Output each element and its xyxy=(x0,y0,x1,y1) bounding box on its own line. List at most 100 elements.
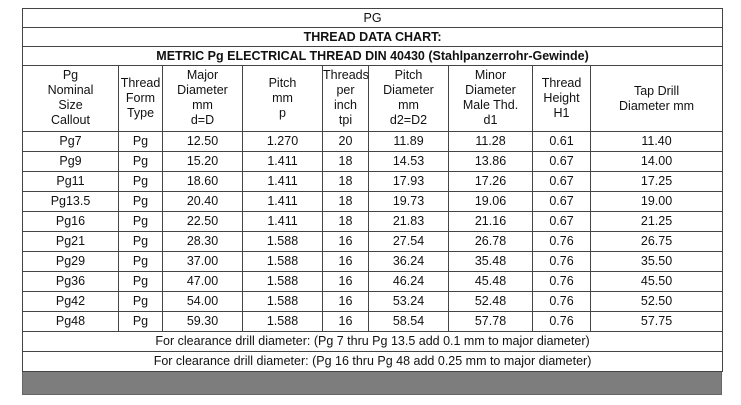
column-header-line: Diameter xyxy=(465,83,516,97)
column-header-line: Major xyxy=(186,68,219,82)
column-header-line: d=D xyxy=(190,113,215,127)
table-cell: Pg42 xyxy=(22,291,119,312)
chart-title: THREAD DATA CHART: xyxy=(21,27,724,47)
column-header: Pitch Diameter mm d2=D2 xyxy=(368,65,449,132)
column-header-line: per xyxy=(336,83,355,97)
table-cell: 13.86 xyxy=(448,151,533,172)
table-cell: 57.78 xyxy=(448,311,533,332)
table-cell: 0.76 xyxy=(532,231,591,252)
table-cell: 20.40 xyxy=(162,191,243,212)
table-row: Pg7 Pg 12.50 1.270 20 11.89 11.28 0.61 11.40 xyxy=(22,131,724,152)
table-cell: 1.588 xyxy=(242,311,323,332)
column-header: Threads per inch tpi xyxy=(322,65,369,132)
footer-bar xyxy=(22,372,722,395)
table-cell: 58.54 xyxy=(368,311,449,332)
column-header-line: H1 xyxy=(553,106,570,120)
table-cell: 46.24 xyxy=(368,271,449,292)
table-row: Pg16 Pg 22.50 1.411 18 21.83 21.16 0.67 21.25 xyxy=(22,211,724,232)
table-cell: 0.76 xyxy=(532,291,591,312)
table-cell: 18.60 xyxy=(162,171,243,192)
table-cell: 14.53 xyxy=(368,151,449,172)
table-row: Pg9 Pg 15.20 1.411 18 14.53 13.86 0.67 14.00 xyxy=(22,151,724,172)
table-cell: Pg13.5 xyxy=(22,191,119,212)
column-header-line: Callout xyxy=(51,113,90,127)
column-header-line: Pitch xyxy=(268,76,297,90)
column-header: Pitch mm p xyxy=(242,65,323,132)
table-cell: 1.411 xyxy=(242,171,323,192)
column-header-line: d1 xyxy=(483,113,498,127)
table-cell: 53.24 xyxy=(368,291,449,312)
table-cell: Pg21 xyxy=(22,231,119,252)
table-row: Pg13.5 Pg 20.40 1.411 18 19.73 19.06 0.67 19.00 xyxy=(22,191,724,212)
table-cell: 0.67 xyxy=(532,191,591,212)
table-row: Pg42 Pg 54.00 1.588 16 53.24 52.48 0.76 52.50 xyxy=(22,291,724,312)
table-row: Pg48 Pg 59.30 1.588 16 58.54 57.78 0.76 57.75 xyxy=(22,311,724,332)
table-cell: 19.00 xyxy=(589,191,724,212)
table-cell: 18 xyxy=(322,191,369,212)
column-header-line: Pg xyxy=(62,68,79,82)
column-header: Pg Nominal Size Callout xyxy=(22,65,119,132)
column-header-line: inch xyxy=(334,98,357,112)
column-header-line: tpi xyxy=(338,113,353,127)
table-cell: 0.67 xyxy=(532,171,591,192)
table-cell: 0.76 xyxy=(532,271,591,292)
column-header-line: d2=D2 xyxy=(389,113,428,127)
table-cell: 21.16 xyxy=(448,211,533,232)
table-cell: 36.24 xyxy=(368,251,449,272)
table-cell: 14.00 xyxy=(589,151,724,172)
column-header-line: Tap Drill xyxy=(633,83,680,98)
table-cell: 47.00 xyxy=(162,271,243,292)
table-cell: Pg xyxy=(118,231,163,252)
header-row: Pg Nominal Size Callout Thread Form Type Major D… xyxy=(22,65,724,132)
table-cell: 28.30 xyxy=(162,231,243,252)
column-header-line: Thread xyxy=(120,76,161,90)
table-cell: 17.93 xyxy=(368,171,449,192)
table-cell: 17.25 xyxy=(589,171,724,192)
column-header: Major Diameter mm d=D xyxy=(162,65,243,132)
table-cell: 37.00 xyxy=(162,251,243,272)
table-cell: 20 xyxy=(322,131,369,152)
column-header-line: Pitch xyxy=(394,68,423,82)
table-cell: Pg xyxy=(118,271,163,292)
table-cell: 1.588 xyxy=(242,291,323,312)
table-cell: 0.76 xyxy=(532,311,591,332)
table-row: Pg21 Pg 28.30 1.588 16 27.54 26.78 0.76 26.75 xyxy=(22,231,724,252)
column-header-line: mm xyxy=(398,98,419,112)
table-cell: Pg29 xyxy=(22,251,119,272)
table-cell: Pg xyxy=(118,291,163,312)
table-cell: 1.411 xyxy=(242,211,323,232)
table-cell: 16 xyxy=(322,231,369,252)
table-cell: 0.67 xyxy=(532,151,591,172)
table-cell: Pg xyxy=(118,211,163,232)
column-header-line: Height xyxy=(543,91,580,105)
column-header-line: Diameter mm xyxy=(619,98,695,113)
table-cell: 11.89 xyxy=(368,131,449,152)
column-header-line: mm xyxy=(272,91,293,105)
column-header: Thread Form Type xyxy=(118,65,163,132)
table-cell: 21.25 xyxy=(589,211,724,232)
column-header-line: mm xyxy=(192,98,213,112)
table-cell: 0.76 xyxy=(532,251,591,272)
table-cell: 1.270 xyxy=(242,131,323,152)
clearance-note: For clearance drill diameter: (Pg 7 thru… xyxy=(21,331,724,352)
table-cell: 19.06 xyxy=(448,191,533,212)
table-cell: 18 xyxy=(322,211,369,232)
table-cell: 11.40 xyxy=(589,131,724,152)
table-cell: 57.75 xyxy=(589,311,724,332)
table-cell: 0.67 xyxy=(532,211,591,232)
table-cell: Pg xyxy=(118,171,163,192)
table-cell: Pg xyxy=(118,191,163,212)
table-cell: 26.78 xyxy=(448,231,533,252)
table-row: Pg11 Pg 18.60 1.411 18 17.93 17.26 0.67 17.25 xyxy=(22,171,724,192)
column-header-line: Thread xyxy=(541,76,582,90)
table-cell: Pg11 xyxy=(22,171,119,192)
table-cell: 21.83 xyxy=(368,211,449,232)
column-header-line: Threads xyxy=(323,68,369,82)
table-cell: 35.48 xyxy=(448,251,533,272)
column-header-line: Type xyxy=(126,106,155,120)
table-cell: Pg xyxy=(118,151,163,172)
column-header: Thread Height H1 xyxy=(532,65,591,132)
column-header-line: Minor xyxy=(474,68,507,82)
table-cell: 52.50 xyxy=(589,291,724,312)
table-cell: 54.00 xyxy=(162,291,243,312)
